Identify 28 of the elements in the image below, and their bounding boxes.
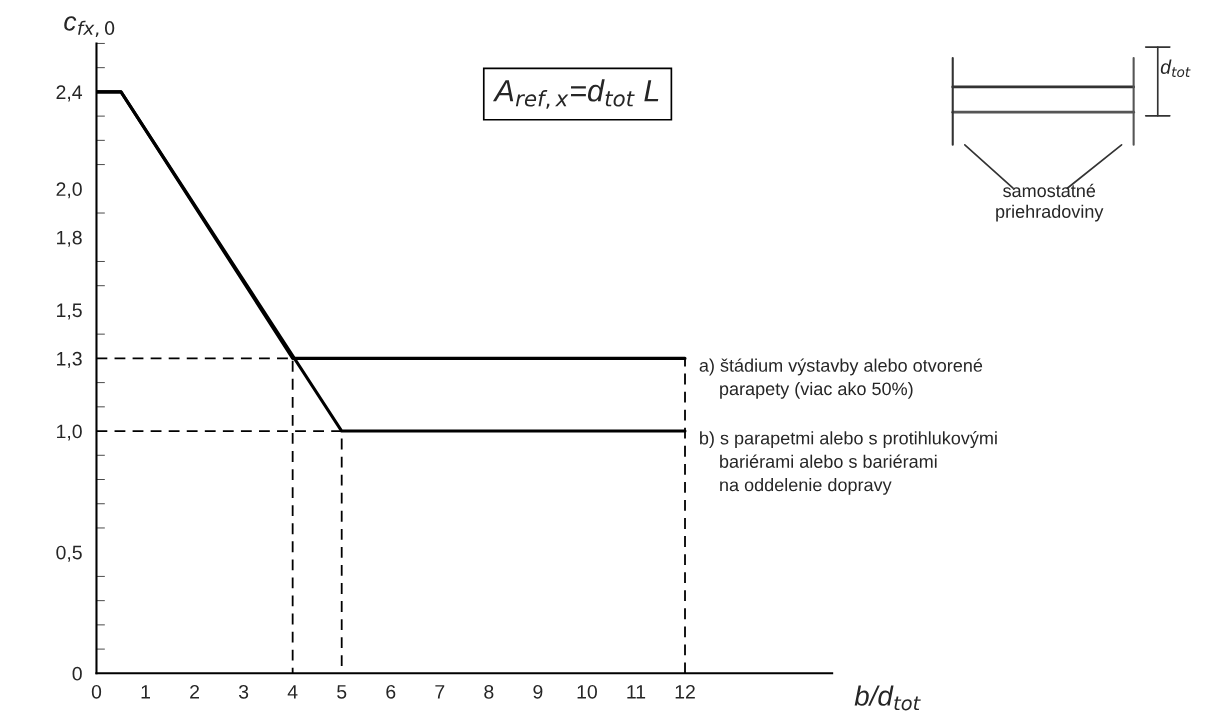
x-tick-label: 2 — [190, 684, 199, 699]
annotation: b) s parapetmi alebo s protihlukovými bariérami alebo s bariérami na oddelenie dopravy — [700, 431, 997, 495]
y-tick-label: 2,4 — [56, 85, 83, 102]
x-tick-label: 0 — [91, 684, 102, 699]
annotation: A$_{ref,x}$=d$_{tot}$ L — [492, 79, 659, 109]
y-tick-label: 0,5 — [56, 545, 82, 562]
y-tick-label: 2,0 — [56, 182, 82, 199]
y-tick-label: 1,3 — [57, 351, 82, 368]
x-tick-label: 5 — [337, 685, 347, 699]
x-axis-title: b/d$_{tot}$ — [854, 685, 921, 711]
y-tick-label: 1,0 — [57, 424, 82, 441]
x-tick-label: 11 — [627, 685, 646, 699]
x-tick-label: 8 — [484, 684, 494, 699]
x-tick-label: 12 — [675, 684, 695, 699]
x-tick-label: 1 — [141, 685, 150, 699]
x-tick-label: 7 — [435, 685, 445, 699]
y-axis-title: c$_{fx,0}$ — [64, 16, 115, 37]
x-tick-label: 6 — [386, 684, 396, 699]
y-tick-label: 1,5 — [57, 303, 82, 320]
annotation: a) štádium výstavby alebo otvorené parapety (viac ako 50%) — [699, 358, 983, 399]
x-tick-label: 3 — [238, 684, 249, 699]
y-tick-label: 1,8 — [57, 230, 82, 247]
text: samostatné priehradoviny — [996, 183, 1104, 222]
x-tick-label: 9 — [533, 684, 543, 699]
x-tick-label: 10 — [577, 684, 597, 699]
y-tick-label: 0 — [72, 666, 82, 681]
x-tick-label: 4 — [287, 685, 298, 699]
text: d$_{tot}$ — [1160, 59, 1191, 78]
